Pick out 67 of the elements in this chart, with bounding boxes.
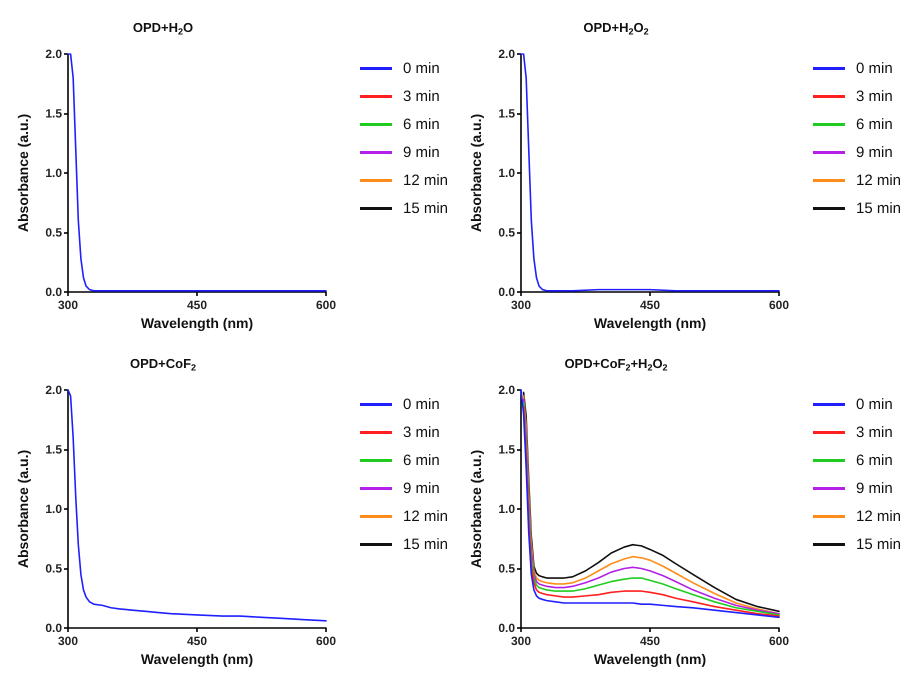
x-axis-title: Wavelength (nm) xyxy=(594,650,706,667)
x-tick-label: 300 xyxy=(510,298,532,312)
y-tick-label: 0.0 xyxy=(45,621,62,635)
x-tick-label: 600 xyxy=(316,298,336,312)
legend-label: 0 min xyxy=(402,396,440,413)
x-tick-label: 300 xyxy=(58,634,78,648)
y-tick-label: 0.5 xyxy=(45,562,62,576)
y-tick-label: 1.5 xyxy=(45,106,62,120)
y-tick-label: 2.0 xyxy=(45,383,62,397)
legend-label: 3 min xyxy=(856,88,893,105)
legend-label: 0 min xyxy=(856,396,893,413)
legend-label: 12 min xyxy=(856,172,902,189)
legend-label: 15 min xyxy=(402,200,448,217)
x-tick-label: 450 xyxy=(186,634,208,648)
x-axis-title: Wavelength (nm) xyxy=(140,650,254,667)
y-tick-label: 1.0 xyxy=(498,166,516,180)
y-axis-title: Absorbance (a.u.) xyxy=(15,450,31,568)
legend-label: 0 min xyxy=(856,60,893,77)
legend-label: 6 min xyxy=(856,452,893,469)
legend-label: 3 min xyxy=(402,88,440,105)
y-axis-title: Absorbance (a.u.) xyxy=(15,114,31,232)
y-tick-label: 0.0 xyxy=(498,621,516,635)
y-tick-label: 1.5 xyxy=(498,442,516,456)
y-tick-label: 2.0 xyxy=(498,47,516,61)
legend-label: 0 min xyxy=(402,60,440,77)
x-tick-label: 600 xyxy=(316,634,336,648)
x-tick-label: 600 xyxy=(768,298,790,312)
y-tick-label: 1.0 xyxy=(498,502,516,516)
legend-label: 12 min xyxy=(856,508,902,525)
y-tick-label: 0.5 xyxy=(45,226,62,240)
legend-label: 15 min xyxy=(856,536,902,553)
legend-label: 6 min xyxy=(402,452,440,469)
x-tick-label: 450 xyxy=(640,634,660,648)
y-tick-label: 1.5 xyxy=(498,106,516,120)
y-tick-label: 0.0 xyxy=(498,285,516,299)
legend-label: 3 min xyxy=(856,424,893,441)
y-tick-label: 1.5 xyxy=(45,442,62,456)
legend-label: 6 min xyxy=(856,116,893,133)
x-tick-label: 300 xyxy=(58,298,78,312)
legend-label: 15 min xyxy=(856,200,902,217)
line-series xyxy=(520,53,780,292)
legend-label: 9 min xyxy=(856,144,893,161)
legend-label: 6 min xyxy=(402,116,440,133)
y-tick-label: 1.0 xyxy=(45,166,62,180)
y-tick-label: 2.0 xyxy=(45,47,62,61)
y-tick-label: 0.0 xyxy=(45,285,62,299)
x-axis-title: Wavelength (nm) xyxy=(140,314,254,331)
legend-label: 9 min xyxy=(856,480,893,497)
line-series xyxy=(67,53,327,292)
line-series xyxy=(67,389,327,622)
y-tick-label: 1.0 xyxy=(45,502,62,516)
y-axis-title: Absorbance (a.u.) xyxy=(468,450,484,568)
y-tick-label: 0.5 xyxy=(498,226,516,240)
x-tick-label: 300 xyxy=(510,634,532,648)
legend-label: 9 min xyxy=(402,480,440,497)
x-axis-title: Wavelength (nm) xyxy=(594,314,706,331)
legend-label: 12 min xyxy=(402,172,448,189)
x-tick-label: 450 xyxy=(186,298,208,312)
legend-label: 3 min xyxy=(402,424,440,441)
legend-label: 9 min xyxy=(402,144,440,161)
legend-label: 15 min xyxy=(402,536,448,553)
y-axis-title: Absorbance (a.u.) xyxy=(468,114,484,232)
legend-label: 12 min xyxy=(402,508,448,525)
y-tick-label: 2.0 xyxy=(498,383,516,397)
x-tick-label: 450 xyxy=(640,298,660,312)
y-tick-label: 0.5 xyxy=(498,562,516,576)
x-tick-label: 600 xyxy=(768,634,790,648)
